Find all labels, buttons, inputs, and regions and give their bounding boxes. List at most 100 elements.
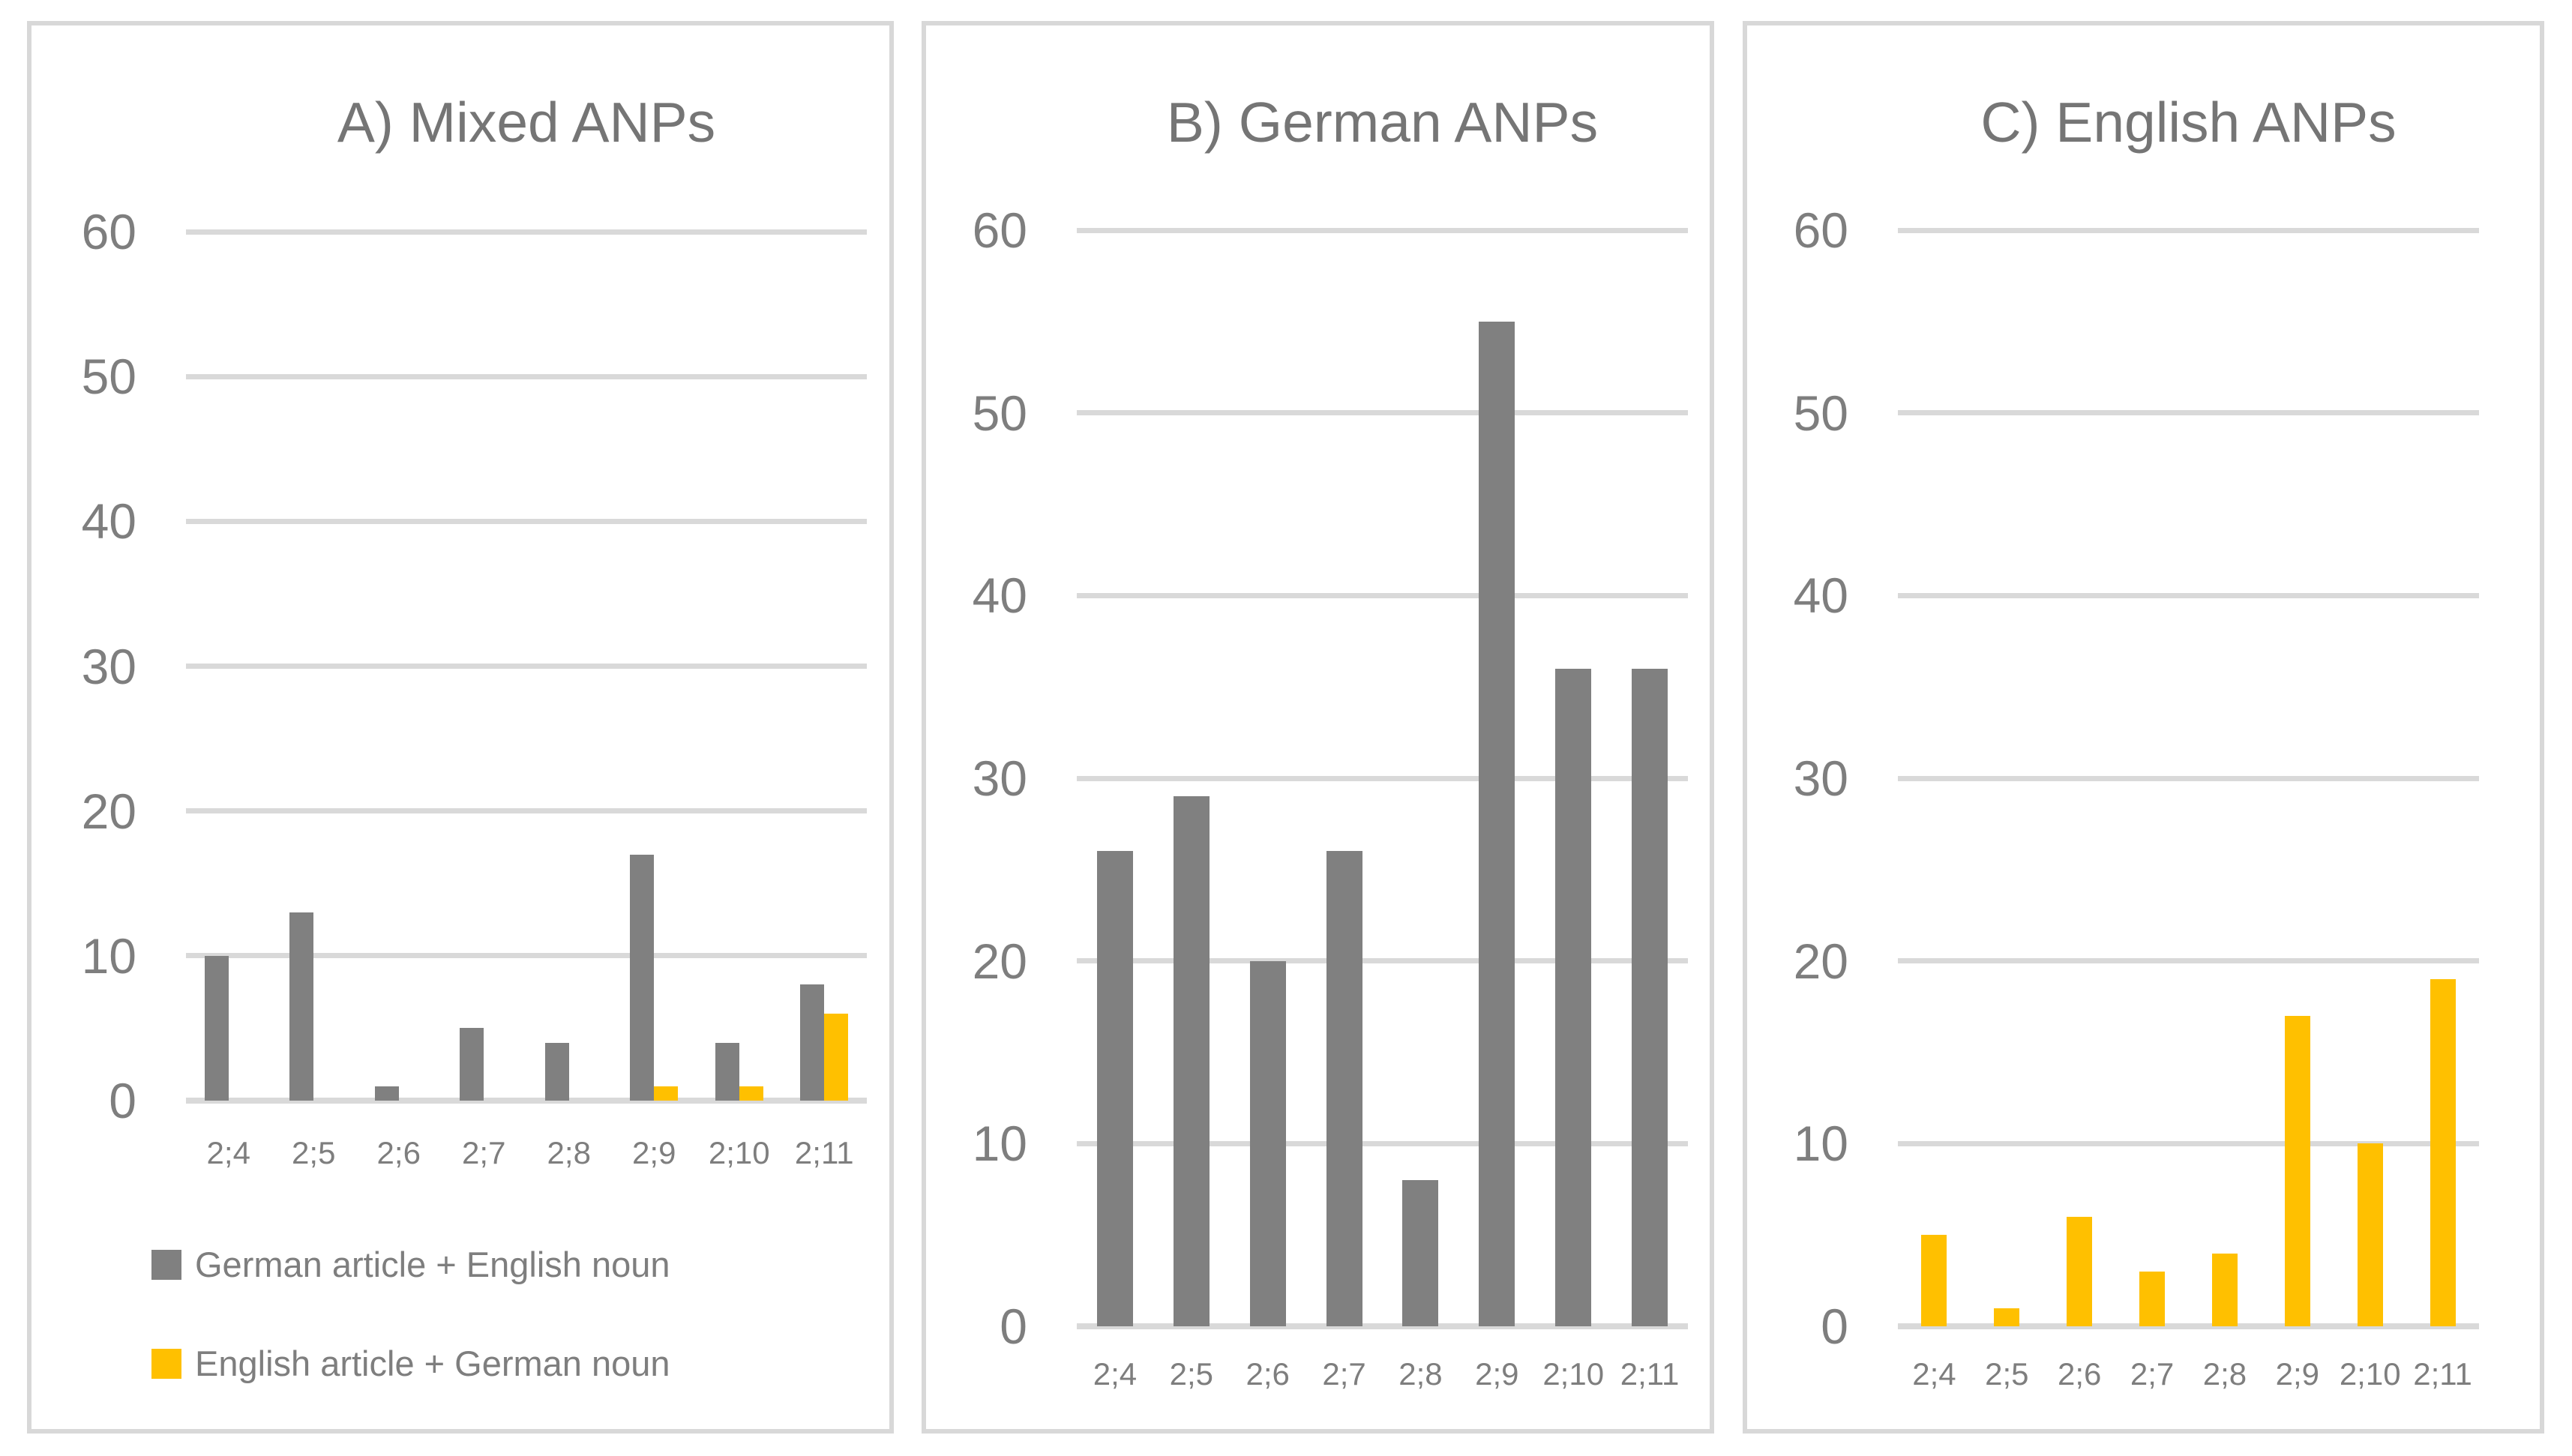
x-axis-tick-label: 2;11 xyxy=(2413,1356,2472,1392)
plot-area: 0 10 20 30 40 50 60 2;4 2;5 2;6 2;7 2;8 2;9 2;10 2;11 xyxy=(31,25,889,1429)
x-axis-tick-label: 2;4 xyxy=(1093,1356,1138,1392)
legend-label: German article + English noun xyxy=(195,1245,670,1284)
plot-area: 0 10 20 30 40 50 60 2;4 2;5 2;6 2;7 2;8 2;9 2;10 2;11 xyxy=(1747,25,2540,1429)
chart-panel-german-anps: B) German ANPs 0 10 20 30 40 50 60 2;4 2;5 2;6 2;7… xyxy=(922,21,1714,1434)
bar-german-article-english-noun xyxy=(1555,668,1592,1326)
bar-german-article-english-noun xyxy=(544,1042,569,1101)
x-axis-tick-label: 2;7 xyxy=(462,1135,506,1170)
bar-german-article-english-noun xyxy=(374,1086,399,1101)
legend-item: German article + English noun xyxy=(151,1244,670,1284)
gridline xyxy=(1898,592,2479,598)
bar-german-article-english-noun xyxy=(1096,851,1133,1326)
x-axis-tick-label: 2;6 xyxy=(376,1135,421,1170)
bar-english-article-german-noun xyxy=(2211,1253,2238,1326)
gridline xyxy=(1898,958,2479,964)
bar-german-article-english-noun xyxy=(1173,796,1210,1326)
gridline xyxy=(1077,1140,1688,1146)
gridline xyxy=(1898,775,2479,781)
gridline xyxy=(1898,410,2479,416)
bar-german-article-english-noun xyxy=(1479,321,1515,1326)
legend-swatch-gray xyxy=(151,1250,181,1280)
bar-english-article-german-noun xyxy=(2067,1216,2093,1326)
bar-german-article-english-noun xyxy=(1326,851,1362,1326)
x-axis-tick-label: 2;11 xyxy=(1620,1356,1680,1392)
bar-english-article-german-noun xyxy=(2139,1271,2166,1326)
gridline xyxy=(1898,227,2479,233)
y-axis-tick-label: 0 xyxy=(1821,1299,1848,1354)
bar-english-article-german-noun xyxy=(1994,1308,2020,1326)
gridline xyxy=(186,373,867,379)
plot-area: 0 10 20 30 40 50 60 2;4 2;5 2;6 2;7 2;8 2;9 2;10 2;11 xyxy=(926,25,1710,1429)
x-axis-tick-label: 2;9 xyxy=(2275,1356,2319,1392)
bar-german-article-english-noun xyxy=(460,1028,484,1101)
y-axis-tick-label: 0 xyxy=(1000,1299,1027,1354)
y-axis-tick-label: 20 xyxy=(81,783,136,839)
gridline xyxy=(1077,775,1688,781)
gridline xyxy=(1077,592,1688,598)
chart-panel-english-anps: C) English ANPs 0 10 20 30 40 50 60 2;4 2;5 2;6 2;… xyxy=(1743,21,2544,1434)
bar-german-article-english-noun xyxy=(630,854,655,1101)
bar-english-article-german-noun xyxy=(2357,1143,2383,1326)
y-axis-tick-label: 30 xyxy=(1793,750,1848,806)
bar-german-article-english-noun xyxy=(1632,668,1668,1326)
chart-title: A) Mixed ANPs xyxy=(337,91,716,154)
y-axis-tick-label: 40 xyxy=(1793,568,1848,624)
y-axis-tick-label: 60 xyxy=(1793,202,1848,258)
bar-german-article-english-noun xyxy=(204,955,229,1101)
x-axis-tick-label: 2;10 xyxy=(2339,1356,2401,1392)
x-axis-tick-label: 2;7 xyxy=(1322,1356,1366,1392)
y-axis-tick-label: 50 xyxy=(972,385,1027,441)
x-axis-baseline xyxy=(1898,1323,2479,1329)
x-axis-tick-label: 2;4 xyxy=(1912,1356,1956,1392)
gridline xyxy=(1077,410,1688,416)
x-axis-tick-label: 2;6 xyxy=(2057,1356,2102,1392)
legend-item: English article + German noun xyxy=(151,1343,670,1383)
x-axis-baseline xyxy=(1077,1323,1688,1329)
x-axis-tick-label: 2;10 xyxy=(708,1135,770,1170)
y-axis-tick-label: 60 xyxy=(81,204,136,259)
gridline xyxy=(186,953,867,959)
x-axis-tick-label: 2;4 xyxy=(206,1135,250,1170)
x-axis-tick-label: 2;7 xyxy=(2130,1356,2175,1392)
y-axis-tick-label: 30 xyxy=(81,638,136,694)
gridline xyxy=(1898,1140,2479,1146)
x-axis-baseline xyxy=(186,1098,867,1104)
x-axis-tick-label: 2;6 xyxy=(1246,1356,1290,1392)
x-axis-tick-label: 2;10 xyxy=(1542,1356,1605,1392)
chart-title: B) German ANPs xyxy=(1166,91,1599,154)
y-axis-tick-label: 40 xyxy=(81,493,136,550)
bar-english-article-german-noun xyxy=(1921,1235,1947,1326)
x-axis-tick-label: 2;5 xyxy=(1985,1356,2029,1392)
y-axis-tick-label: 50 xyxy=(1793,385,1848,441)
bar-english-article-german-noun xyxy=(739,1086,763,1101)
x-axis-tick-label: 2;8 xyxy=(2202,1356,2247,1392)
chart-title: C) English ANPs xyxy=(1980,91,2397,154)
y-axis-tick-label: 10 xyxy=(972,1116,1027,1172)
x-axis-tick-label: 2;8 xyxy=(1398,1356,1443,1392)
bar-english-article-german-noun xyxy=(2284,1015,2310,1326)
x-axis-tick-label: 2;9 xyxy=(632,1135,676,1170)
bar-german-article-english-noun xyxy=(289,912,314,1101)
gridline xyxy=(1077,958,1688,964)
gridline xyxy=(186,518,867,524)
bar-german-article-english-noun xyxy=(800,984,825,1101)
chart-panel-mixed-anps: A) Mixed ANPs 0 10 20 30 40 50 60 2;4 2;5 2;6 2;7 2… xyxy=(27,21,894,1434)
bar-english-article-german-noun xyxy=(2430,979,2456,1326)
bar-german-article-english-noun xyxy=(715,1042,739,1101)
gridline xyxy=(186,229,867,235)
bar-english-article-german-noun xyxy=(654,1086,679,1101)
y-axis-tick-label: 30 xyxy=(972,750,1027,806)
x-axis-tick-label: 2;8 xyxy=(547,1135,591,1170)
y-axis-tick-label: 40 xyxy=(972,568,1027,624)
x-axis-tick-label: 2;5 xyxy=(1169,1356,1213,1392)
x-axis-tick-label: 2;5 xyxy=(292,1135,336,1170)
legend-swatch-yellow xyxy=(151,1349,181,1379)
gridline xyxy=(1077,227,1688,233)
gridline xyxy=(186,664,867,669)
y-axis-tick-label: 10 xyxy=(81,927,136,984)
y-axis-tick-label: 50 xyxy=(81,349,136,405)
y-axis-tick-label: 20 xyxy=(1793,933,1848,989)
y-axis-tick-label: 0 xyxy=(109,1073,136,1128)
bar-english-article-german-noun xyxy=(824,1014,849,1101)
